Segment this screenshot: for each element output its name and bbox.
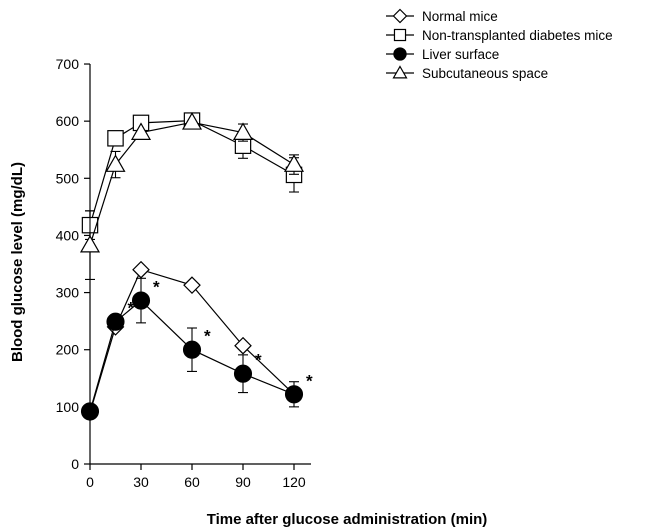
legend: Normal mice Non-transplanted diabetes mic… [386,8,613,81]
diamond-marker [183,276,201,295]
triangle-marker [181,112,203,130]
diamond-marker [392,8,408,24]
y-tick-label: 200 [56,342,80,358]
circle-marker [80,402,100,421]
circle-marker [233,364,253,383]
triangle-marker [232,122,254,140]
triangle-marker [130,122,152,140]
square-marker [393,28,407,42]
x-tick-label: 120 [282,474,306,490]
circle-marker [131,291,151,310]
x-tick-label: 30 [133,474,149,490]
significance-marker: * [255,351,262,370]
legend-label: Normal mice [422,9,498,24]
y-tick-label: 300 [56,285,80,301]
circle-marker [284,385,304,404]
series-3 [79,112,305,280]
axes: 0 30 60 90 120 0 100 200 300 400 500 600 700 [56,56,311,490]
diamond-marker [234,336,252,355]
y-tick-label: 0 [71,456,79,472]
significance-marker: * [204,327,211,346]
legend-label: Non-transplanted diabetes mice [422,28,613,43]
y-tick-label: 400 [56,227,80,243]
circle-marker [182,340,202,359]
legend-item: Normal mice [386,8,498,24]
diamond-marker [132,260,150,279]
y-axis-label: Blood glucose level (mg/dL) [9,162,26,362]
x-axis-label: Time after glucose administration (min) [207,511,488,528]
circle-marker [393,47,407,61]
triangle-marker [392,65,408,79]
plot-area: * * * * * [79,112,313,422]
y-tick-label: 100 [56,399,80,415]
series-line [89,119,295,226]
y-tick-label: 700 [56,56,80,72]
circle-marker [106,312,125,331]
series-line [89,268,295,413]
square-marker [107,130,124,147]
legend-item: Non-transplanted diabetes mice [386,28,613,43]
series-2 [80,277,304,421]
significance-marker: * [306,371,313,390]
y-tick-label: 500 [56,170,80,186]
legend-item: Subcutaneous space [386,65,548,81]
x-tick-label: 0 [86,474,94,490]
triangle-marker [283,154,305,172]
triangle-marker [79,234,101,253]
series-line [89,299,295,412]
significance-marker: * [128,299,135,318]
x-tick-label: 90 [235,474,251,490]
legend-label: Liver surface [422,47,499,62]
y-tick-label: 600 [56,113,80,129]
legend-item: Liver surface [386,47,499,62]
legend-label: Subcutaneous space [422,66,548,81]
significance-marker: * [153,278,160,297]
triangle-marker [105,154,126,172]
x-tick-label: 60 [184,474,200,490]
